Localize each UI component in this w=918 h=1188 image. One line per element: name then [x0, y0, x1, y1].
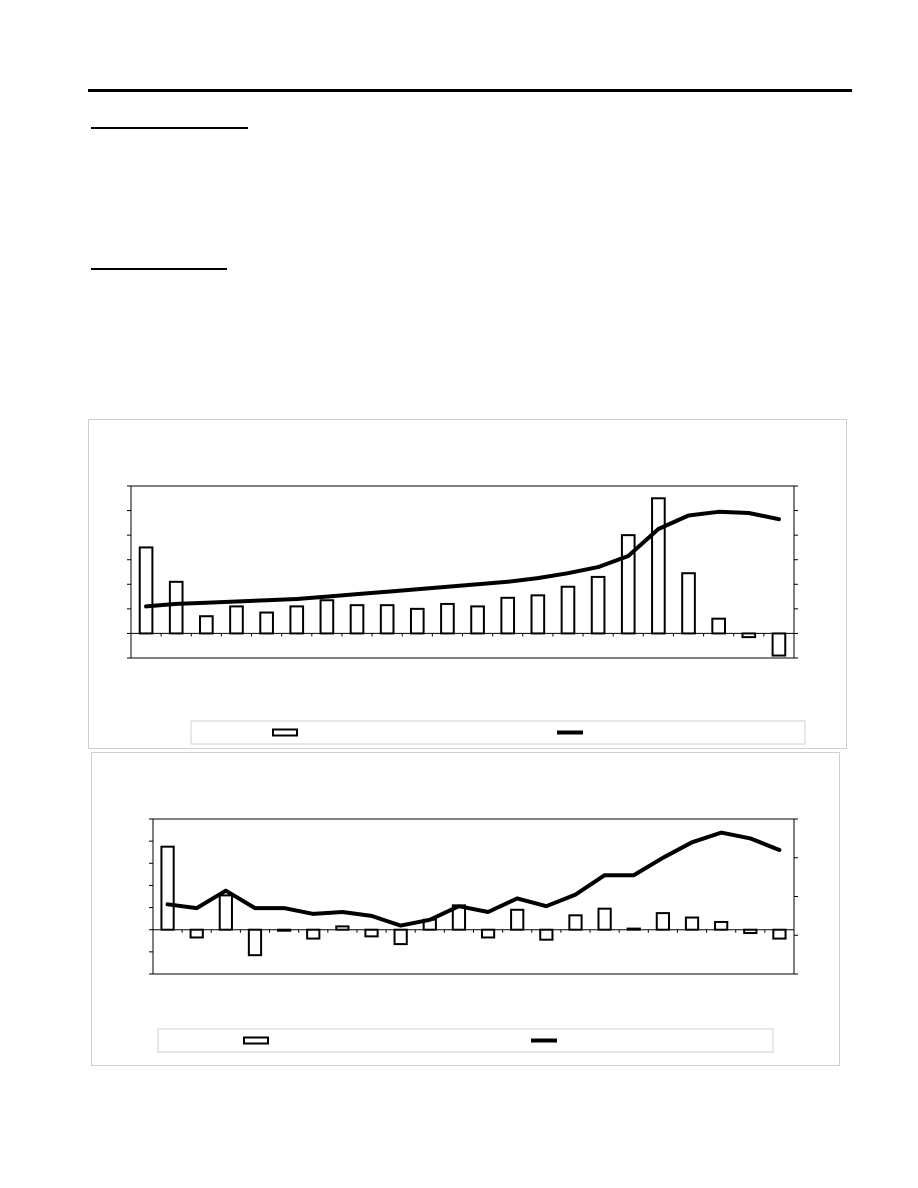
bar	[138, 546, 154, 635]
bar	[626, 927, 641, 931]
header-rule	[88, 89, 852, 92]
chart-panel-2	[91, 752, 840, 1066]
line-series	[165, 830, 782, 928]
bar	[741, 632, 757, 639]
section-heading-underline	[91, 268, 227, 270]
combo-chart-1	[127, 485, 806, 745]
bar	[500, 596, 516, 635]
bar	[655, 912, 671, 931]
bar	[440, 602, 455, 635]
bar	[539, 928, 554, 941]
bar	[247, 928, 263, 957]
legend-bar-swatch	[272, 728, 298, 737]
bar	[229, 605, 244, 635]
legend-bar-swatch	[243, 1036, 269, 1045]
bar	[470, 605, 485, 635]
bar	[160, 845, 175, 931]
bar	[597, 907, 612, 931]
bar	[590, 575, 606, 635]
section-heading-underline	[91, 127, 248, 129]
bar	[349, 604, 365, 635]
bar	[743, 928, 758, 935]
bar	[771, 632, 787, 657]
bar	[259, 611, 274, 635]
bar	[319, 599, 335, 635]
bar	[510, 908, 525, 931]
bar	[620, 534, 636, 635]
plot-area-frame	[130, 485, 795, 659]
bar	[560, 585, 576, 635]
bar	[684, 916, 700, 931]
bar	[189, 928, 204, 939]
bar	[306, 928, 321, 940]
legend-box	[190, 720, 806, 745]
line-series	[144, 509, 781, 609]
legend-box	[157, 1028, 774, 1053]
bar	[772, 928, 787, 940]
bar	[289, 605, 305, 635]
bar	[480, 928, 496, 939]
bar	[276, 928, 292, 932]
bar	[568, 914, 583, 931]
bar	[711, 617, 726, 635]
chart-panel-1	[88, 419, 847, 749]
bar	[409, 607, 425, 635]
bar	[681, 572, 696, 635]
combo-chart-2	[149, 818, 798, 1053]
bar	[651, 497, 666, 635]
bar	[199, 615, 214, 635]
bar	[168, 580, 184, 635]
bar	[364, 928, 379, 938]
bar	[530, 594, 546, 635]
bar	[393, 928, 408, 946]
bar	[218, 894, 233, 931]
bar	[335, 925, 350, 931]
bar	[379, 604, 395, 635]
bar	[714, 920, 729, 931]
